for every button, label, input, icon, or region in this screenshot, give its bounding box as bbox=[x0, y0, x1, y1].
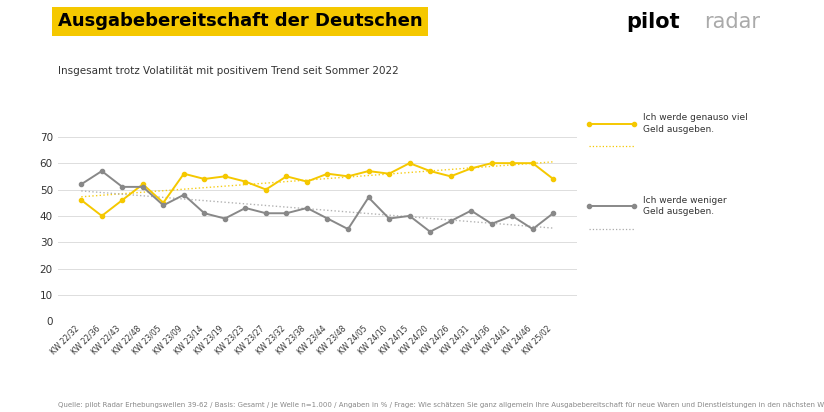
Text: Ich werde genauso viel
Geld ausgeben.: Ich werde genauso viel Geld ausgeben. bbox=[643, 113, 747, 134]
Text: Insgesamt trotz Volatilität mit positivem Trend seit Sommer 2022: Insgesamt trotz Volatilität mit positive… bbox=[58, 66, 399, 76]
Text: pilot: pilot bbox=[626, 12, 680, 33]
Text: radar: radar bbox=[705, 12, 761, 33]
Text: Ausgabebereitschaft der Deutschen: Ausgabebereitschaft der Deutschen bbox=[58, 12, 423, 30]
Text: Ich werde weniger
Geld ausgeben.: Ich werde weniger Geld ausgeben. bbox=[643, 196, 726, 216]
Text: Quelle: pilot Radar Erhebungswellen 39-62 / Basis: Gesamt / Je Welle n=1.000 / A: Quelle: pilot Radar Erhebungswellen 39-6… bbox=[58, 402, 824, 408]
